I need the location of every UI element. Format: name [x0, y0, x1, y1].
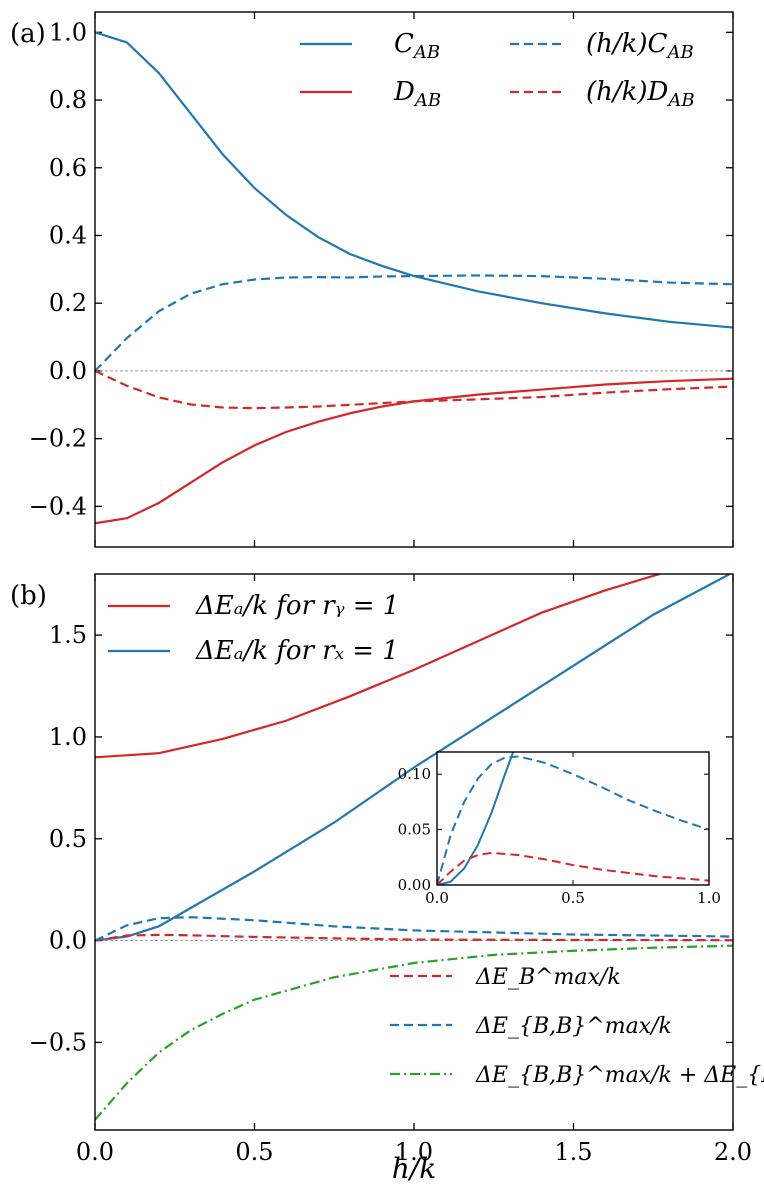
panel-b-xtick-label: 1.5	[554, 1138, 592, 1166]
inset-series-deb-max	[437, 851, 709, 885]
x-axis-label: h/k	[392, 1152, 436, 1185]
panel-b: −0.5 0.0 0.5 1.0 1.5 0.0 0.5 1.0 1.5 2.0 (b) ΔEₐ/k …	[10, 573, 764, 1166]
panel-b-xtick-label: 0.5	[235, 1138, 273, 1166]
panel-b-xtick-label: 1.0	[395, 1138, 433, 1166]
inset-xtick-label: 1.0	[697, 889, 721, 907]
inset-series-dea-rx	[437, 752, 515, 885]
series-dea-rx	[95, 574, 731, 942]
panel-a-ytick-label: 0.0	[49, 357, 87, 385]
series-dea-ry	[95, 574, 660, 759]
legend-label-series-d-ab: DAB	[393, 77, 441, 111]
legend-label-series-hk-c-ab: (h/k)CAB	[586, 29, 694, 63]
inset-ytick-label: 0.10	[398, 765, 431, 783]
legend-label-br-1: ΔE_{B,B}^max/k	[475, 1014, 672, 1039]
panel-a-ytick-label: 0.6	[49, 154, 87, 182]
legend-label-series-hk-d-ab: (h/k)DAB	[586, 77, 695, 111]
series-hk-c-ab	[95, 274, 733, 372]
panel-a-label: (a)	[10, 19, 46, 49]
panel-b-ytick-label: 1.5	[49, 621, 87, 649]
panel-b-ytick-label: 0.0	[49, 927, 87, 955]
panel-b-xtick-label: 2.0	[714, 1138, 752, 1166]
series-hk-d-ab	[95, 369, 733, 410]
inset-series-debb-max	[437, 755, 709, 885]
series-d-ab	[95, 377, 733, 525]
panel-b-xtick-label: 0.0	[76, 1138, 114, 1166]
panel-b-frame	[94, 573, 734, 1131]
panel-a-ytick-label: −0.4	[29, 492, 87, 520]
panel-b-label: (b)	[10, 581, 47, 611]
panel-b-ytick-label: 0.5	[49, 825, 87, 853]
legend-label-br-0: ΔE_B^max/k	[475, 965, 621, 990]
legend-label-br-2: ΔE_{B,B}^max/k + ΔE_{B,R}/k	[475, 1063, 764, 1088]
inset-frame	[436, 751, 710, 886]
inset-ytick-label: 0.05	[398, 821, 431, 839]
inset-plot: 0.00 0.05 0.10 0.0 0.5 1.0	[398, 751, 721, 907]
series-debb-max	[95, 916, 733, 942]
panel-a-frame	[94, 11, 734, 548]
panel-a-ytick-label: −0.2	[29, 425, 87, 453]
panel-a-ytick-label: 1.0	[49, 18, 87, 46]
inset-xtick-label: 0.0	[425, 889, 449, 907]
panel-a: −0.4 −0.2 0.0 0.2 0.4 0.6 0.8 1.0(a) CAB DAB (h/k)…	[10, 11, 734, 548]
panel-b-ytick-label: 1.0	[49, 723, 87, 751]
legend-label-series-c-ab: CAB	[394, 29, 440, 63]
panel-a-ytick-label: 0.2	[49, 289, 87, 317]
series-debb-plus-debr	[95, 944, 733, 1121]
series-c-ab	[95, 31, 733, 329]
panel-a-ytick-label: 0.8	[49, 86, 87, 114]
panel-a-ytick-label: 0.4	[49, 221, 87, 249]
inset-ytick-label: 0.00	[398, 876, 431, 894]
panel-b-ytick-label: −0.5	[29, 1028, 87, 1056]
series-deb-max	[95, 933, 733, 942]
legend-label-tl-1: ΔEₐ/k for rₓ = 1	[195, 636, 399, 666]
inset-xtick-label: 0.5	[561, 889, 585, 907]
legend-label-tl-0: ΔEₐ/k for rᵧ = 1	[195, 591, 399, 621]
